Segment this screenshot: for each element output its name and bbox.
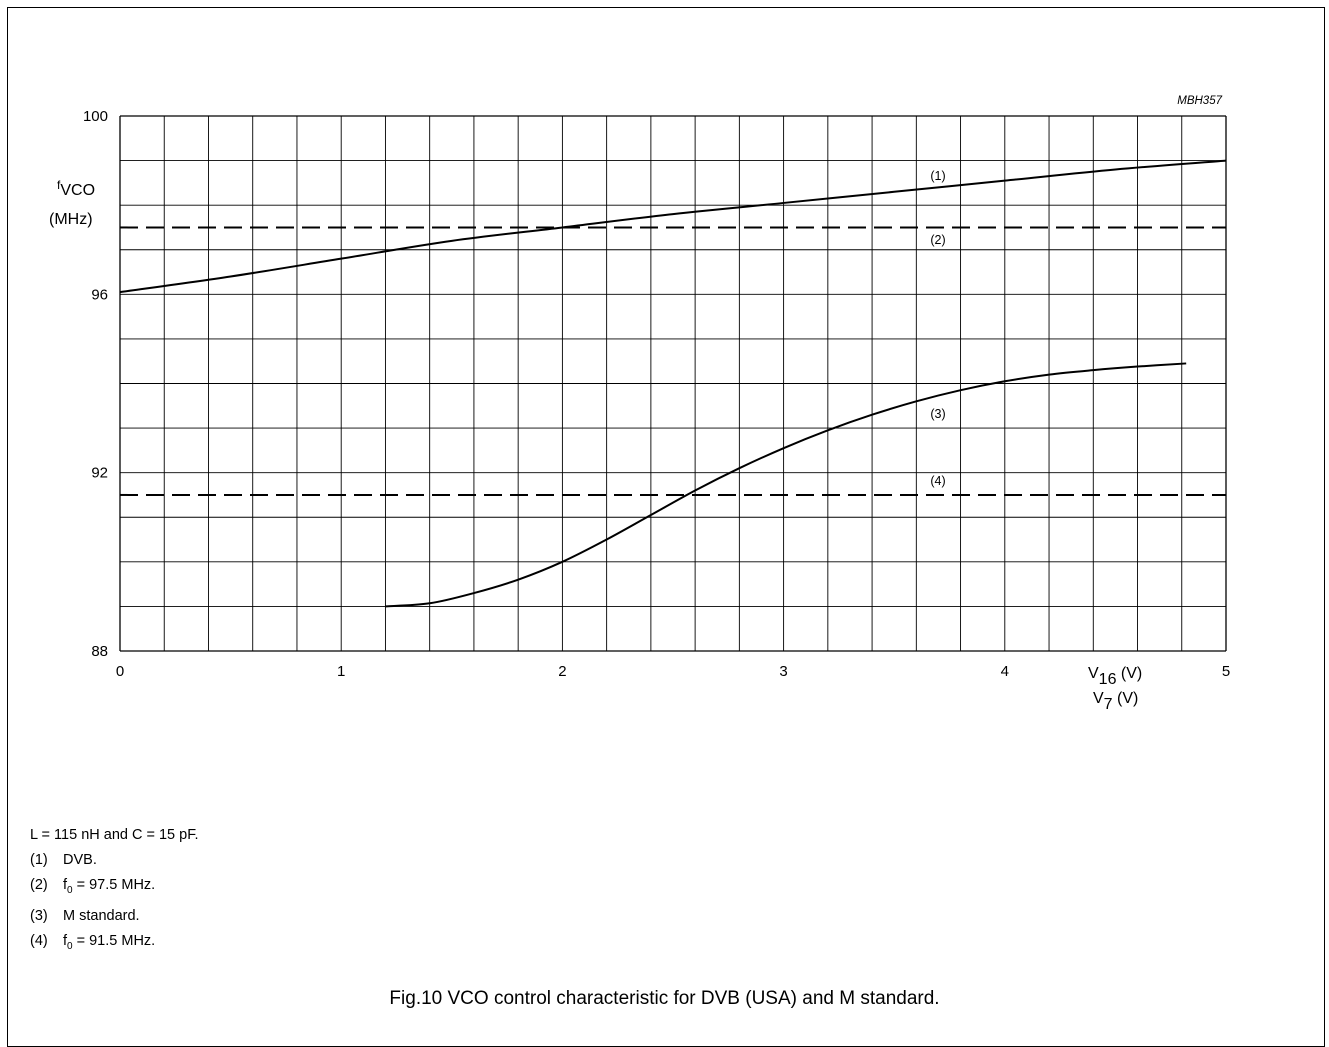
note-text-rest: = 91.5 MHz. <box>72 932 156 949</box>
note-text: M standard. <box>63 907 140 924</box>
x-tick-label: 0 <box>116 663 124 680</box>
x-axis-label-2: V7 (V) <box>1093 690 1138 713</box>
note-text-main: f <box>63 932 68 949</box>
y-tick-label: 88 <box>91 643 108 660</box>
note-3: (3) M standard. <box>30 904 198 929</box>
note-text-main: f <box>63 877 68 894</box>
note-text: DVB. <box>63 852 97 869</box>
series-line <box>119 159 1227 294</box>
x-axis-label-1: V16 (V) <box>1088 665 1142 688</box>
note-number: (4) <box>30 932 48 949</box>
series-label: (1) <box>930 169 945 183</box>
note-number: (2) <box>30 877 48 894</box>
note-number: (1) <box>30 852 48 869</box>
x-tick-label: 2 <box>558 663 566 680</box>
note-4: (4) f0 = 91.5 MHz. <box>30 929 198 959</box>
notes-block: L = 115 nH and C = 15 pF. (1) DVB. (2) f0 … <box>30 823 198 959</box>
y-axis-label: fVCO <box>57 178 95 199</box>
y-tick-label: 96 <box>91 286 108 303</box>
figure-code: MBH357 <box>1177 95 1222 107</box>
series-line <box>385 362 1187 608</box>
series-label: (4) <box>930 474 945 488</box>
y-tick-label: 92 <box>91 465 108 482</box>
note-text: L = 115 nH and C = 15 pF. <box>30 827 199 843</box>
y-tick-label: 100 <box>83 108 108 125</box>
figure-caption: Fig.10 VCO control characteristic for DV… <box>389 988 940 1009</box>
note-2: (2) f0 = 97.5 MHz. <box>30 873 198 903</box>
note-number: (3) <box>30 907 48 924</box>
labels-layer: MBH357 fVCO (MHz) V16 (V) V7 (V) 0 1 2 3 4 5 8… <box>49 95 1230 713</box>
x-tick-label: 1 <box>337 663 345 680</box>
y-axis-unit: (MHz) <box>49 211 93 228</box>
note-text-sub: 0 <box>67 940 73 952</box>
series-label: (2) <box>930 233 945 247</box>
x-tick-label: 3 <box>779 663 787 680</box>
x-tick-label: 4 <box>1001 663 1009 680</box>
note-conditions: L = 115 nH and C = 15 pF. <box>30 823 198 848</box>
note-text-rest: = 97.5 MHz. <box>72 877 156 894</box>
series-label: (3) <box>930 407 945 421</box>
x-tick-label: 5 <box>1222 663 1230 680</box>
note-1: (1) DVB. <box>30 848 198 873</box>
note-text-sub: 0 <box>67 885 73 897</box>
grid <box>119 115 1227 652</box>
series-layer <box>119 159 1227 608</box>
